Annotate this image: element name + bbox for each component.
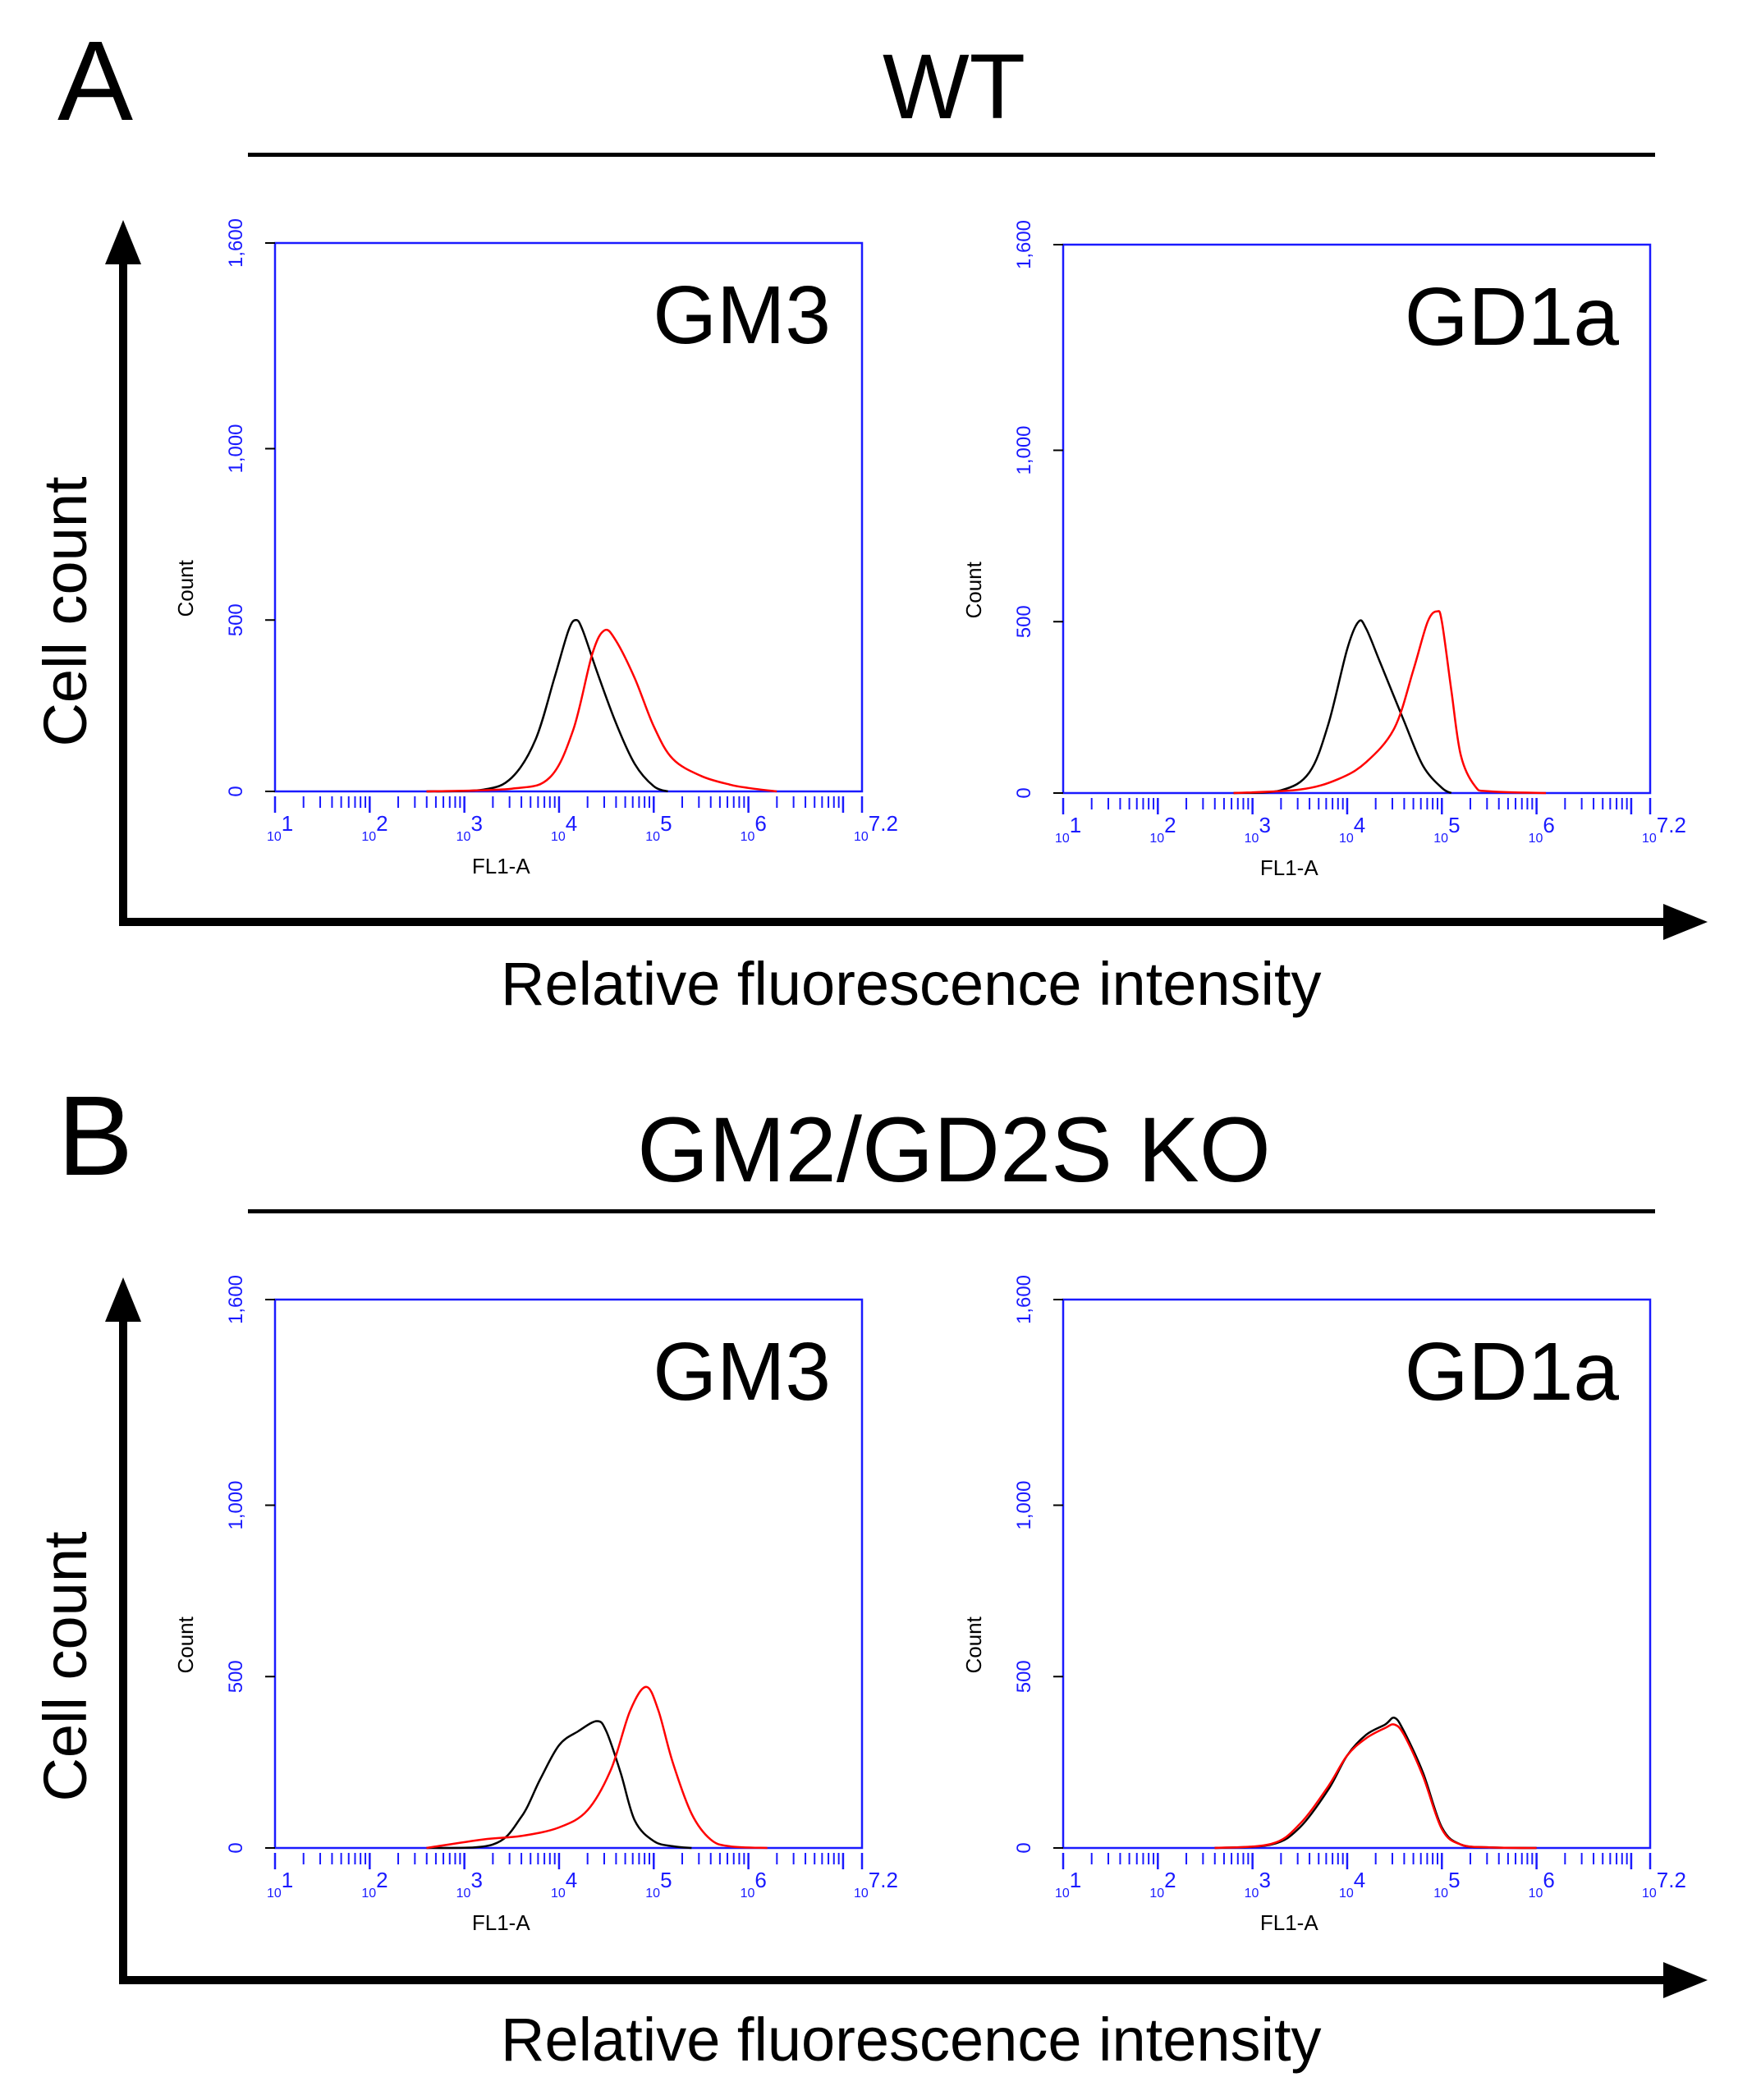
chart2-series-control: [426, 1720, 692, 1850]
panel-a-x-axis-label: Relative fluorescence intensity: [501, 950, 1322, 1018]
chart0-xtick-label-4: 105: [645, 811, 672, 844]
panel-b-title: GM2/GD2S KO: [637, 1098, 1271, 1201]
chart0-ylabel: Count: [173, 559, 198, 617]
plot-a-gd1a: 0 500 1,000 1,600 Count 101 102 103 104 105 106 107…: [961, 220, 1686, 880]
panel-a-title: WT: [882, 35, 1026, 138]
panel-b-x-axis-label: Relative fluorescence intensity: [501, 2006, 1322, 2074]
chart3-xtick-label-6: 107.2: [1642, 1868, 1686, 1901]
chart1-ytick-label-3: 1,600: [1013, 220, 1035, 269]
chart2-ytick-label-2: 1,000: [225, 1480, 247, 1529]
chart2-xtick-label-6: 107.2: [854, 1868, 898, 1901]
chart3-frame: [1062, 1298, 1652, 1850]
panel-a-letter: A: [57, 18, 134, 144]
chart1-ytick-label-0: 0: [1013, 787, 1035, 798]
chart2-ytick-label-0: 0: [225, 1842, 247, 1853]
chart1-xtick-label-4: 105: [1433, 813, 1460, 846]
chart3-xtick-label-0: 101: [1055, 1868, 1081, 1901]
chart3-series-control: [1214, 1716, 1537, 1850]
chart0-ytick-label-1: 500: [225, 603, 247, 636]
panel-a-y-arrow-head: [105, 220, 141, 264]
panel-b-y-arrow-head: [105, 1277, 141, 1322]
chart1-series-stained: [1233, 610, 1547, 795]
chart0-xtick-label-2: 103: [456, 811, 483, 844]
chart2-label: GM3: [653, 1326, 831, 1418]
chart3-series-stained: [1214, 1723, 1537, 1850]
chart0-label: GM3: [653, 269, 831, 361]
chart2-xtick-label-5: 106: [741, 1868, 767, 1901]
chart0-xlabel: FL1-A: [472, 854, 530, 878]
chart0-series-stained: [426, 628, 777, 793]
chart2-xtick-label-4: 105: [645, 1868, 672, 1901]
chart3-ytick-label-0: 0: [1013, 1842, 1035, 1853]
chart2-ytick-label-3: 1,600: [225, 1275, 247, 1324]
chart0-series-control: [426, 619, 669, 793]
panel-a-big-axes: [105, 220, 1708, 940]
chart0-ytick-label-3: 1,600: [225, 218, 247, 268]
panel-b-cell-count-label: Cell count: [31, 1531, 99, 1802]
chart1-xtick-label-1: 102: [1149, 813, 1176, 846]
chart1-label: GD1a: [1405, 271, 1620, 363]
chart3-ytick-label-3: 1,600: [1013, 1275, 1035, 1324]
chart1-xtick-label-5: 106: [1529, 813, 1555, 846]
chart0-xtick-label-1: 102: [361, 811, 387, 844]
chart1-frame: [1062, 243, 1652, 795]
chart3-xtick-label-3: 104: [1339, 1868, 1365, 1901]
chart2-ylabel: Count: [173, 1616, 198, 1673]
chart2-xtick-label-0: 101: [267, 1868, 293, 1901]
chart2-frame: [273, 1298, 864, 1850]
panel-a-cell-count-label: Cell count: [31, 476, 99, 747]
chart2-xtick-label-1: 102: [361, 1868, 387, 1901]
panel-a-title-rule: [248, 153, 1655, 157]
panel-b-letter: B: [57, 1073, 134, 1199]
chart3-label: GD1a: [1405, 1326, 1620, 1418]
chart0-xtick-label-0: 101: [267, 811, 293, 844]
chart0-ytick-label-2: 1,000: [225, 424, 247, 473]
chart0-xtick-label-6: 107.2: [854, 811, 898, 844]
chart1-ytick-label-2: 1,000: [1013, 425, 1035, 475]
chart1-xtick-label-6: 107.2: [1642, 813, 1686, 846]
chart1-series-control: [1233, 619, 1452, 795]
chart3-xtick-label-5: 106: [1529, 1868, 1555, 1901]
chart2-xtick-label-2: 103: [456, 1868, 483, 1901]
chart0-xtick-label-3: 104: [551, 811, 577, 844]
plot-a-gm3: 0 500 1,000 1,600 Count 101 102 103 104 105 106 107…: [173, 218, 898, 878]
chart1-ytick-label-1: 500: [1013, 605, 1035, 638]
chart1-ylabel: Count: [961, 561, 986, 618]
chart2-xlabel: FL1-A: [472, 1910, 530, 1935]
chart3-ytick-label-2: 1,000: [1013, 1480, 1035, 1529]
plot-b-gd1a: 0 500 1,000 1,600 Count 101 102 103 104 105 106 107…: [961, 1275, 1686, 1935]
panel-a-x-arrow-head: [1663, 904, 1708, 940]
chart0-xtick-label-5: 106: [741, 811, 767, 844]
chart1-xtick-label-0: 101: [1055, 813, 1081, 846]
chart1-xtick-label-3: 104: [1339, 813, 1365, 846]
chart3-ylabel: Count: [961, 1616, 986, 1673]
plot-b-gm3: 0 500 1,000 1,600 Count 101 102 103 104 105 106 107…: [173, 1275, 898, 1935]
chart2-series-stained: [426, 1685, 768, 1850]
panel-b-x-arrow-head: [1663, 1962, 1708, 1998]
chart3-ytick-label-1: 500: [1013, 1660, 1035, 1693]
chart2-xtick-label-3: 104: [551, 1868, 577, 1901]
chart3-xtick-label-4: 105: [1433, 1868, 1460, 1901]
panel-b-title-rule: [248, 1209, 1655, 1213]
chart0-ytick-label-0: 0: [225, 786, 247, 796]
chart1-xtick-label-2: 103: [1245, 813, 1271, 846]
chart2-ytick-label-1: 500: [225, 1660, 247, 1693]
chart3-xtick-label-2: 103: [1245, 1868, 1271, 1901]
chart3-xlabel: FL1-A: [1260, 1910, 1318, 1935]
chart1-xlabel: FL1-A: [1260, 855, 1318, 880]
chart0-frame: [273, 241, 864, 793]
panel-b-big-axes: [105, 1277, 1708, 1998]
chart3-xtick-label-1: 102: [1149, 1868, 1176, 1901]
